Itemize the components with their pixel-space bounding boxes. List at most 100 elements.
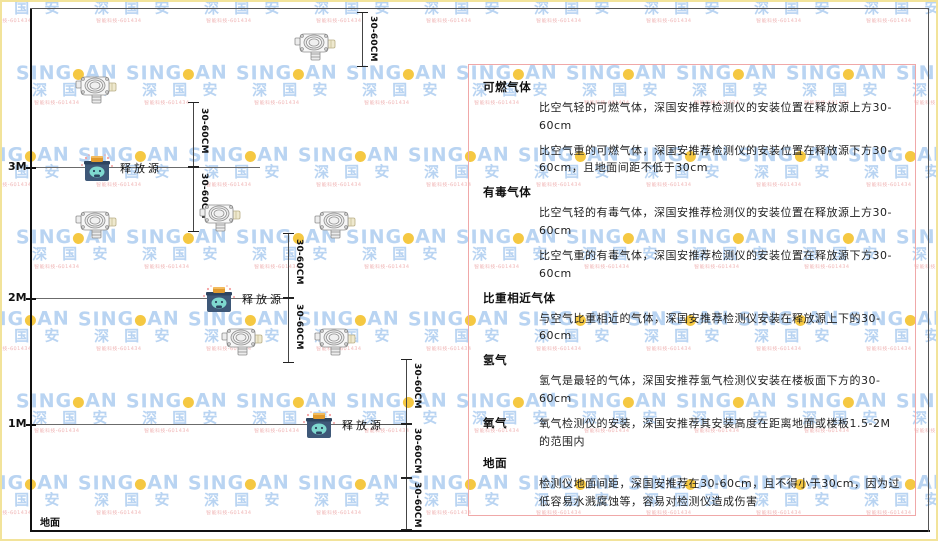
dimension-cap-bottom xyxy=(401,477,412,478)
panel-section-oxygen: 氧气 氧气检测仪的安装，深国安推荐其安装高度在距离地面或楼板1.5-2M的范围内 xyxy=(483,415,901,451)
panel-section-toxic: 有毒气体 比空气轻的有毒气体，深国安推荐检测仪的安装位置在释放源上方30-60cm… xyxy=(483,184,901,282)
watermark-dot-icon xyxy=(183,68,195,80)
watermark-cn: 深 国 安 xyxy=(0,326,65,346)
watermark-cn: 深 国 安 xyxy=(251,80,333,100)
gas-detector-icon xyxy=(75,76,117,104)
watermark-sub: 智能科技-601434 xyxy=(34,427,80,435)
dimension-line xyxy=(288,233,289,298)
dim-top-center xyxy=(357,12,368,67)
level-tick-3m xyxy=(26,167,36,169)
dimension-line xyxy=(193,167,194,232)
gas-detector-icon xyxy=(221,328,263,356)
watermark-dot-icon xyxy=(245,478,257,490)
dim-right-upper-label: 30-60CM xyxy=(412,363,422,409)
watermark-dot-icon xyxy=(293,396,305,408)
source-lead-2m xyxy=(274,298,288,299)
panel-section-heading-hydrogen: 氢气 xyxy=(483,353,508,368)
watermark-sub: 智能科技-601434 xyxy=(914,427,938,435)
detector-top-left xyxy=(74,72,120,106)
panel-section-combustible: 可燃气体 比空气轻的可燃气体，深国安推荐检测仪的安装位置在释放源上方30-60cm… xyxy=(483,79,901,177)
watermark-sub: 智能科技-601434 xyxy=(914,263,938,271)
dimension-cap-bottom xyxy=(283,362,294,363)
dimension-cap-top xyxy=(188,167,199,168)
watermark-cn: 深 国 安 xyxy=(313,162,395,182)
watermark-dot-icon xyxy=(403,68,415,80)
watermark-sub: 智能科技-601434 xyxy=(206,17,252,25)
watermark-cn: 深 国 安 xyxy=(93,490,175,510)
panel-section-text-hydrogen-0: 氢气是最轻的气体，深国安推荐氢气检测仪安装在楼板面下方的30-60cm xyxy=(539,374,881,405)
installation-guidance-panel: 可燃气体 比空气轻的可燃气体，深国安推荐检测仪的安装位置在释放源上方30-60cm… xyxy=(468,64,916,516)
watermark-sub: 智能科技-601434 xyxy=(254,99,300,107)
watermark-dot-icon xyxy=(293,68,305,80)
watermark-sub: 智能科技-601434 xyxy=(316,509,362,517)
panel-section-text-toxic-1: 比空气重的有毒气体，深国安推荐检测仪的安装位置在释放源下方30-60cm xyxy=(539,248,892,280)
detector-mid-right xyxy=(220,324,266,358)
dim-right-lower-label: 30-60CM xyxy=(412,482,422,528)
watermark-dot-icon xyxy=(403,232,415,244)
panel-section-text-similar-density-0: 与空气比重相近的气体，深国安推荐检测仪安装在释放源上下的30-60cm xyxy=(539,311,881,343)
dimension-line xyxy=(406,359,407,424)
source-lead-1m xyxy=(377,424,403,425)
watermark-sub: 智能科技-601434 xyxy=(914,99,938,107)
source-3m xyxy=(80,154,114,184)
watermark-dot-icon xyxy=(73,396,85,408)
vertical-axis xyxy=(30,8,32,530)
dimension-cap-bottom xyxy=(357,66,368,67)
dimension-line xyxy=(362,12,363,67)
source-2m xyxy=(202,285,236,315)
watermark-sub: 智能科技-601434 xyxy=(206,181,252,189)
panel-section-heading-ground: 地面 xyxy=(483,456,508,471)
detector-left-lower xyxy=(74,207,120,241)
detector-mid xyxy=(198,200,244,234)
release-source-icon xyxy=(203,285,235,312)
level-label-1m: 1M xyxy=(8,417,27,430)
source-1m-label: 释放源 xyxy=(342,419,384,432)
dim-left-lower-label: 30-60CM xyxy=(199,173,209,219)
level-label-3m: 3M xyxy=(8,160,27,173)
watermark-sub: 智能科技-601434 xyxy=(364,99,410,107)
gas-detector-icon xyxy=(294,33,336,61)
dim-mid-upper xyxy=(283,233,294,298)
ground-label: 地面 xyxy=(40,518,60,529)
watermark-cn: 深 国 安 xyxy=(361,244,443,264)
watermark-sub: 智能科技-601434 xyxy=(364,263,410,271)
panel-section-text-oxygen-0: 氧气检测仪的安装，深国安推荐其安装高度在距离地面或楼板1.5-2M的范围内 xyxy=(539,416,891,448)
panel-section-heading-similar-density: 比重相近气体 xyxy=(483,290,556,305)
watermark-cn: 深 国 安 xyxy=(313,490,395,510)
gas-detector-icon xyxy=(314,328,356,356)
panel-section-similar-density: 比重相近气体与空气比重相近的气体，深国安推荐检测仪安装在释放源上下的30-60c… xyxy=(483,290,901,346)
level-line-1m xyxy=(32,424,377,425)
watermark-sub: 智能科技-601434 xyxy=(144,427,190,435)
watermark-sub: 智能科技-601434 xyxy=(144,263,190,271)
dimension-cap-bottom xyxy=(283,297,294,298)
dimension-cap-bottom xyxy=(401,423,412,424)
watermark-sub: 智能科技-601434 xyxy=(536,17,582,25)
watermark-sub: 智能科技-601434 xyxy=(34,263,80,271)
